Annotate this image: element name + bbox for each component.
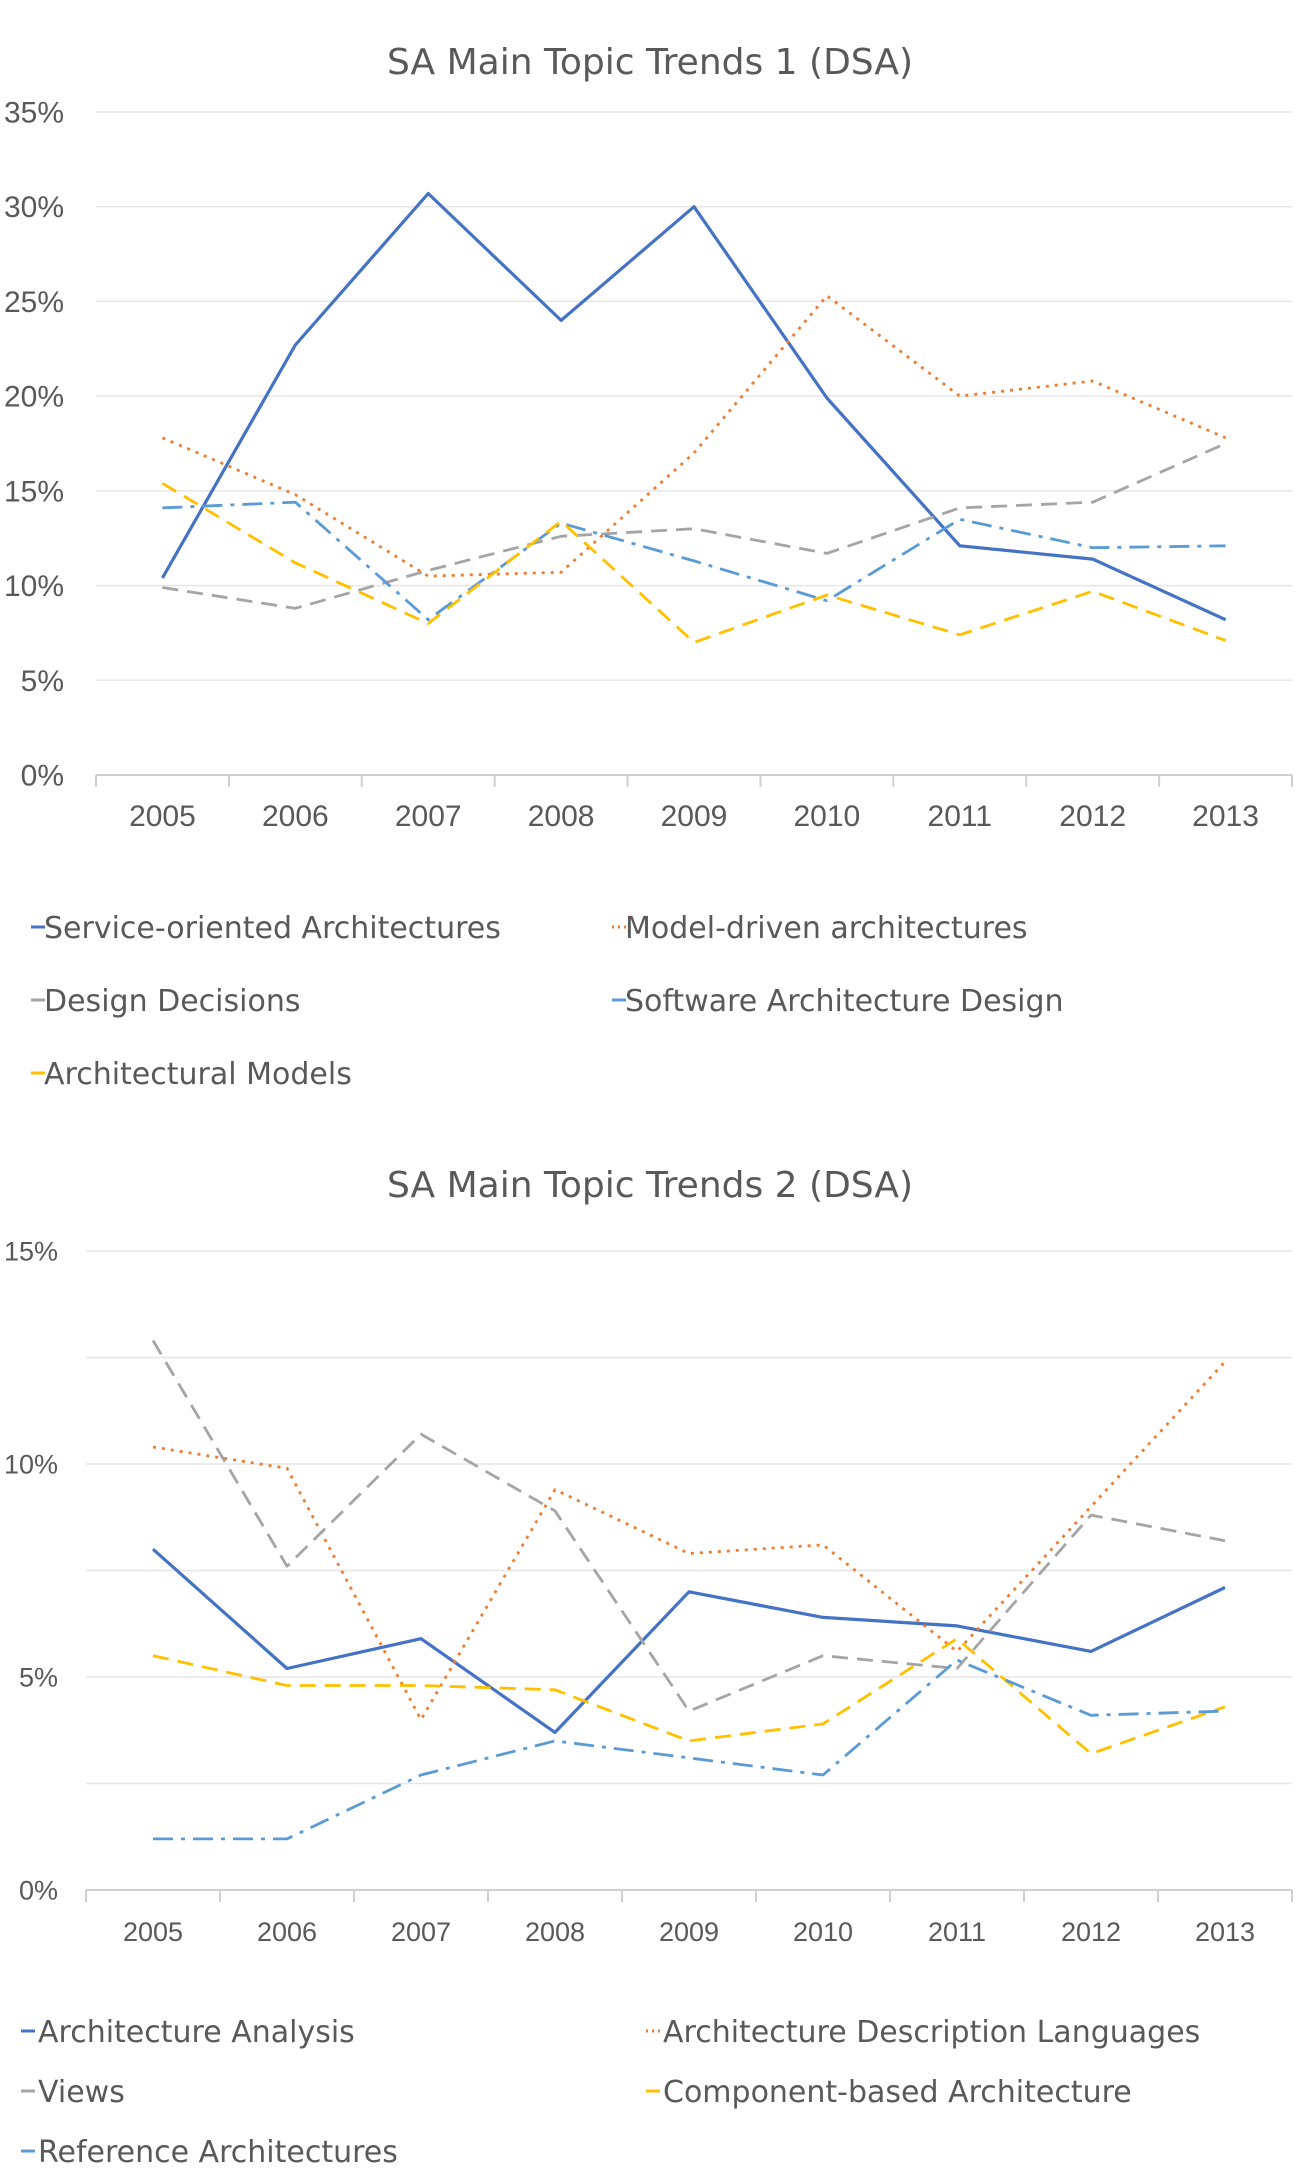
x-tick-label: 2013 xyxy=(1195,1917,1255,1947)
chart-1: SA Main Topic Trends 1 (DSA) 0% 5% 10% 15% 2… xyxy=(4,42,1293,1092)
legend-entry: Service-oriented Architectures xyxy=(44,911,501,946)
x-tick-label: 2008 xyxy=(528,800,595,833)
series-line xyxy=(151,1339,1226,1713)
x-tick-label: 2005 xyxy=(123,1917,183,1947)
chart-1-title: SA Main Topic Trends 1 (DSA) xyxy=(387,42,913,83)
x-tick-label: 2006 xyxy=(262,800,329,833)
x-tick-label: 2007 xyxy=(391,1917,451,1947)
y-tick-label: 10% xyxy=(4,570,64,603)
series-line xyxy=(153,1658,1226,1841)
y-tick-label: 35% xyxy=(4,97,64,130)
x-tick-label: 2007 xyxy=(395,800,462,833)
x-tick-label: 2006 xyxy=(257,1917,317,1947)
legend-entry: Architectural Models xyxy=(44,1057,352,1092)
series-line xyxy=(152,1637,1226,1756)
legend-entry: Architecture Analysis xyxy=(38,2015,355,2050)
x-tick-label: 2005 xyxy=(129,800,196,833)
x-tick-label: 2011 xyxy=(928,1917,986,1947)
y-tick-label: 0% xyxy=(19,1875,58,1905)
x-tick-label: 2008 xyxy=(525,1917,585,1947)
y-tick-label: 30% xyxy=(4,191,64,224)
legend-entry: Reference Architectures xyxy=(38,2135,398,2170)
x-tick-label: 2009 xyxy=(661,800,728,833)
x-tick-label: 2011 xyxy=(928,800,993,833)
series-line xyxy=(161,191,1227,622)
legend-entry: Views xyxy=(38,2075,125,2110)
y-tick-label: 10% xyxy=(4,1449,58,1479)
series-line xyxy=(152,1360,1227,1721)
legend-entry: Architecture Description Languages xyxy=(663,2015,1200,2050)
y-tick-label: 15% xyxy=(4,475,64,508)
series-line xyxy=(162,500,1226,622)
series-line xyxy=(151,1548,1226,1735)
legend-entry: Component-based Architecture xyxy=(663,2075,1132,2110)
series-line xyxy=(162,442,1227,610)
y-tick-label: 20% xyxy=(4,381,64,414)
x-tick-label: 2012 xyxy=(1061,1917,1121,1947)
series-line xyxy=(161,482,1227,644)
y-tick-label: 0% xyxy=(21,760,64,793)
legend-entry: Model-driven architectures xyxy=(625,911,1028,946)
x-tick-label: 2012 xyxy=(1059,800,1126,833)
x-tick-label: 2013 xyxy=(1192,800,1259,833)
y-tick-label: 25% xyxy=(4,286,64,319)
legend-entry: Design Decisions xyxy=(44,984,300,1019)
x-tick-label: 2009 xyxy=(659,1917,719,1947)
chart-2: SA Main Topic Trends 2 (DSA) 0% 5% 10% 15% 2… xyxy=(4,1165,1293,2170)
x-tick-label: 2010 xyxy=(793,1917,853,1947)
y-tick-label: 15% xyxy=(4,1236,58,1266)
legend-entry: Software Architecture Design xyxy=(625,984,1064,1019)
y-tick-label: 5% xyxy=(21,665,64,698)
y-tick-label: 5% xyxy=(19,1662,58,1692)
series-line xyxy=(161,294,1227,578)
chart-2-title: SA Main Topic Trends 2 (DSA) xyxy=(387,1165,913,1206)
x-tick-label: 2010 xyxy=(794,800,861,833)
